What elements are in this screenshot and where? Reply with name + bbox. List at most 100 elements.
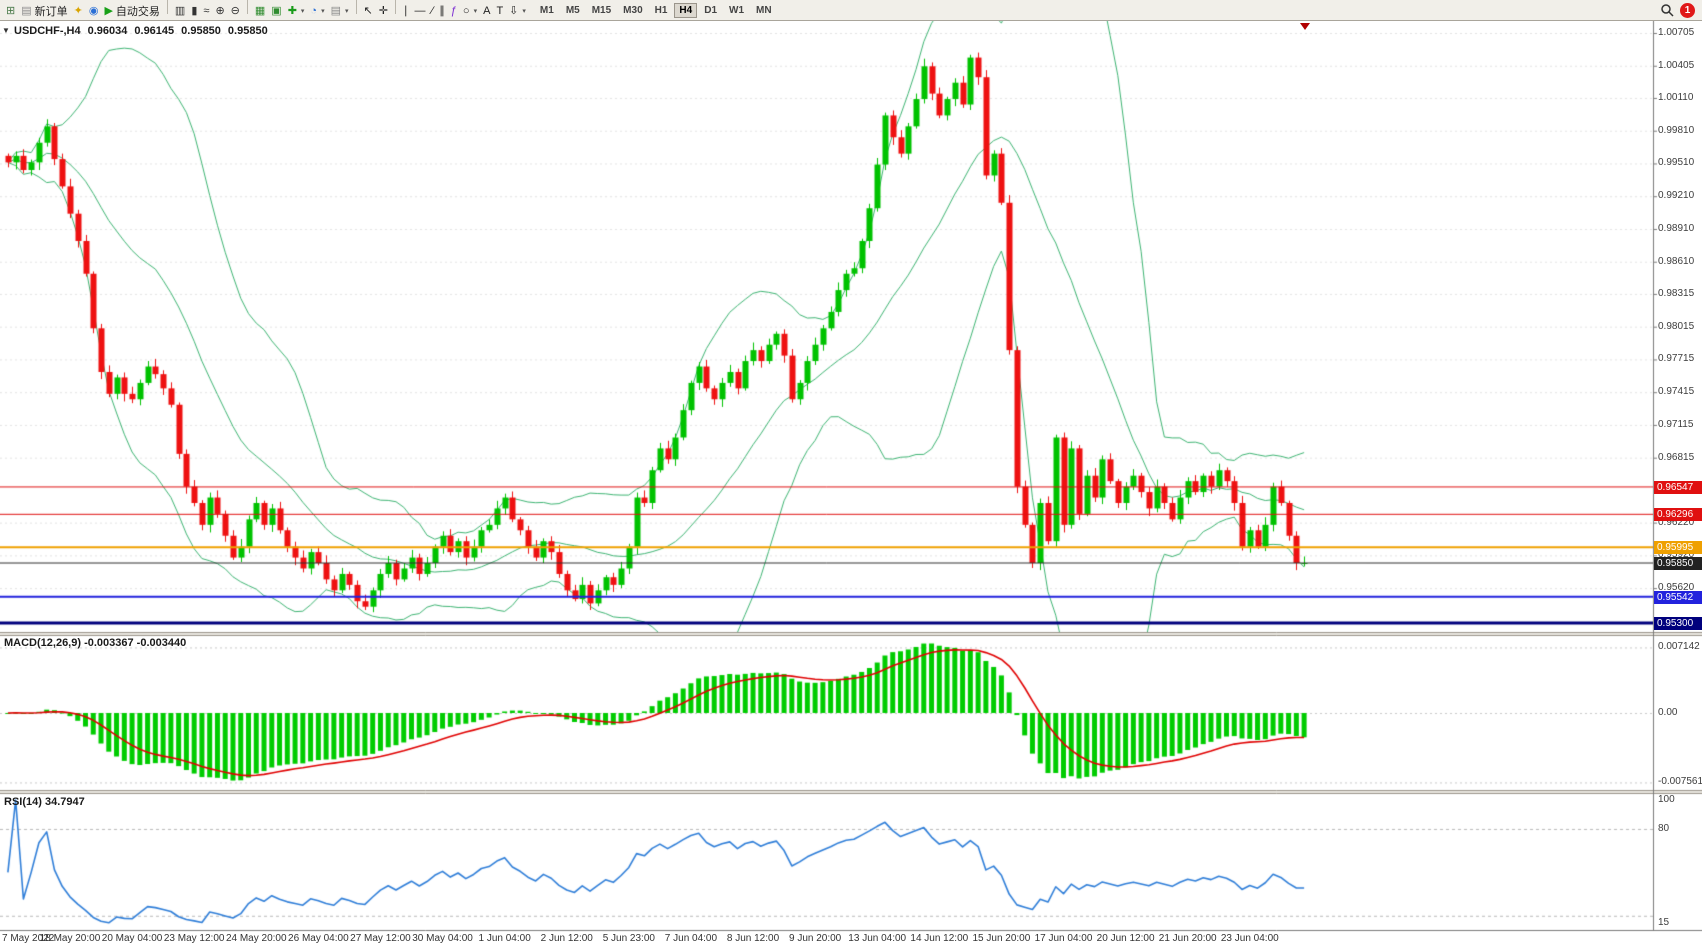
- candlestick-chart-button[interactable]: ▮: [188, 2, 200, 20]
- fibonacci-button[interactable]: ƒ: [448, 2, 460, 20]
- macd-axis-label: 0.007142: [1658, 641, 1700, 653]
- vertical-line-button[interactable]: ∣: [400, 2, 412, 20]
- rsi-label: RSI(14) 34.7947: [4, 796, 85, 808]
- crosshair-button[interactable]: ✛: [376, 2, 391, 20]
- new-chart-icon: ⊞: [6, 5, 16, 17]
- indicators-button[interactable]: ✚ ▾: [285, 2, 308, 20]
- price-axis-label: 0.98910: [1658, 222, 1695, 234]
- fibonacci-icon: ƒ: [450, 5, 457, 17]
- price-axis-label: 0.98610: [1658, 255, 1695, 267]
- market-watch-icon: ◉: [88, 5, 99, 17]
- templates-button[interactable]: ▤ ▾: [328, 2, 352, 20]
- timeframe-m30[interactable]: M30: [623, 4, 643, 16]
- crosshair-icon: ✛: [378, 5, 388, 17]
- price-axis-label: 1.00110: [1658, 91, 1694, 103]
- price-line-badge: 0.96547: [1654, 480, 1702, 494]
- time-axis-label: 13 Jun 04:00: [848, 933, 907, 944]
- auto-arrange-button[interactable]: ▣: [268, 2, 284, 20]
- arrows-button[interactable]: ⇩ ▾: [506, 2, 529, 20]
- price-axis-label: 0.97715: [1658, 353, 1695, 365]
- notification-badge[interactable]: 1: [1680, 2, 1695, 18]
- time-axis-label: 20 May 04:00: [101, 933, 163, 944]
- time-axis-label: 14 Jun 12:00: [910, 933, 969, 944]
- zoom-in-button[interactable]: ⊕: [212, 2, 227, 20]
- new-order-button[interactable]: ▤ 新订单: [18, 2, 70, 20]
- price-axis-label: 0.98315: [1658, 287, 1695, 299]
- timeframe-h4[interactable]: H4: [674, 2, 698, 18]
- chart-window: ▼ USDCHF-,H4 0.96034 0.96145 0.95850 0.95850…: [0, 21, 1702, 946]
- vertical-line-icon: ∣: [402, 5, 409, 17]
- close-value: 0.95850: [227, 25, 268, 37]
- time-axis-label: 23 Jun 04:00: [1220, 933, 1279, 944]
- time-axis-label: 15 Jun 20:00: [972, 933, 1031, 944]
- tile-windows-button[interactable]: ▦: [252, 2, 268, 20]
- trendline-icon: ∕: [431, 5, 434, 17]
- price-axis-label: 0.97115: [1658, 418, 1694, 430]
- zoom-out-icon: ⊖: [230, 5, 240, 17]
- price-axis-label: 0.96220: [1658, 516, 1695, 528]
- dropdown-caret-icon[interactable]: ▾: [300, 8, 305, 15]
- dropdown-caret-icon[interactable]: ▾: [473, 8, 478, 15]
- zoom-in-icon: ⊕: [215, 5, 225, 17]
- horizontal-line-button[interactable]: ―: [411, 2, 428, 20]
- line-chart-button[interactable]: ≈: [200, 2, 212, 20]
- price-axis-label: 1.00705: [1658, 27, 1695, 38]
- price-axis-label: 0.98015: [1658, 320, 1695, 332]
- zoom-out-button[interactable]: ⊖: [228, 2, 243, 20]
- search-icon[interactable]: [1660, 3, 1674, 17]
- price-axis-label: 1.00405: [1658, 59, 1695, 71]
- shapes-button[interactable]: ○ ▾: [460, 2, 480, 20]
- label-button[interactable]: T: [493, 2, 506, 20]
- cursor-button[interactable]: ↖: [361, 2, 376, 20]
- timeframe-m15[interactable]: M15: [591, 4, 612, 16]
- time-axis-label: 21 Jun 20:00: [1158, 933, 1217, 944]
- channel-icon: ∥: [439, 5, 445, 17]
- symbol-period-label: USDCHF-,H4: [14, 25, 81, 37]
- new-chart-button[interactable]: ⊞: [3, 2, 18, 20]
- timeframe-m1[interactable]: M1: [539, 4, 554, 16]
- timeframe-group: M1 M5 M15 M30 H1 H4 D1 W1 MN: [535, 2, 777, 18]
- timeframe-m5[interactable]: M5: [565, 4, 580, 16]
- time-axis-label: 30 May 04:00: [412, 933, 473, 944]
- timeframe-h1[interactable]: H1: [654, 4, 668, 16]
- macd-axis-label: -0.007561: [1658, 776, 1702, 788]
- time-axis-label: 24 May 20:00: [225, 933, 287, 944]
- channel-button[interactable]: ∥: [436, 2, 448, 20]
- time-axis-label: 2 Jun 12:00: [540, 933, 593, 944]
- chart-canvas[interactable]: [0, 21, 1702, 946]
- open-value: 0.96034: [87, 25, 128, 37]
- toolbar-buttons: ⊞ ▤ 新订单 ✦ ◉ ▶ 自动交易 ▥ ▮ ≈ ⊕ ⊖ ▦ ▣ ✚ ▾ ◔ ▾ ▤ ▾ ↖ ✛ ∣ ― ∕ ∥ ƒ ○ ▾ A T ⇩ ▾: [3, 0, 529, 20]
- one-click-trading-toggle[interactable]: ▼: [2, 26, 10, 35]
- periods-button[interactable]: ◔ ▾: [307, 2, 327, 20]
- text-button[interactable]: A: [480, 2, 493, 20]
- dropdown-caret-icon[interactable]: ▾: [522, 8, 526, 15]
- main-toolbar: ⊞ ▤ 新订单 ✦ ◉ ▶ 自动交易 ▥ ▮ ≈ ⊕ ⊖ ▦ ▣ ✚ ▾ ◔ ▾ ▤ ▾ ↖ ✛ ∣ ― ∕ ∥ ƒ ○ ▾ A T ⇩ ▾ M…: [0, 0, 1702, 21]
- bar-chart-button[interactable]: ▥: [172, 2, 188, 20]
- toolbar-separator: [246, 0, 248, 14]
- tile-windows-icon: ▦: [254, 5, 266, 17]
- trendline-button[interactable]: ∕: [428, 2, 436, 20]
- price-axis-label: 0.99510: [1658, 157, 1695, 169]
- autotrading-icon: ▶: [104, 5, 113, 17]
- macd-axis-label: 0.00: [1658, 707, 1678, 718]
- market-watch-button[interactable]: ◉: [86, 2, 102, 20]
- price-line-badge: 0.95850: [1654, 557, 1702, 571]
- chart-shift-marker[interactable]: [1300, 23, 1310, 30]
- chart-title: USDCHF-,H4 0.96034 0.96145 0.95850 0.95850: [14, 25, 275, 37]
- timeframe-mn[interactable]: MN: [756, 4, 772, 16]
- autotrading-button[interactable]: ▶ 自动交易: [101, 2, 162, 20]
- timeframe-w1[interactable]: W1: [729, 4, 745, 16]
- dropdown-caret-icon[interactable]: ▾: [321, 8, 325, 15]
- time-axis-label: 26 May 04:00: [288, 933, 349, 944]
- timeframe-d1[interactable]: D1: [704, 4, 718, 16]
- bar-chart-icon: ▥: [174, 5, 186, 17]
- time-axis-label: 1 Jun 04:00: [478, 933, 531, 944]
- price-axis-label: 0.95620: [1658, 582, 1695, 594]
- time-axis-label: 18 May 20:00: [39, 933, 101, 944]
- dropdown-caret-icon[interactable]: ▾: [345, 8, 349, 15]
- text-icon: A: [483, 5, 491, 17]
- metaeditor-button[interactable]: ✦: [71, 2, 86, 20]
- toolbar-separator: [355, 0, 357, 14]
- time-axis-label: 20 Jun 12:00: [1096, 933, 1155, 944]
- time-axis-label: 7 Jun 04:00: [664, 933, 718, 944]
